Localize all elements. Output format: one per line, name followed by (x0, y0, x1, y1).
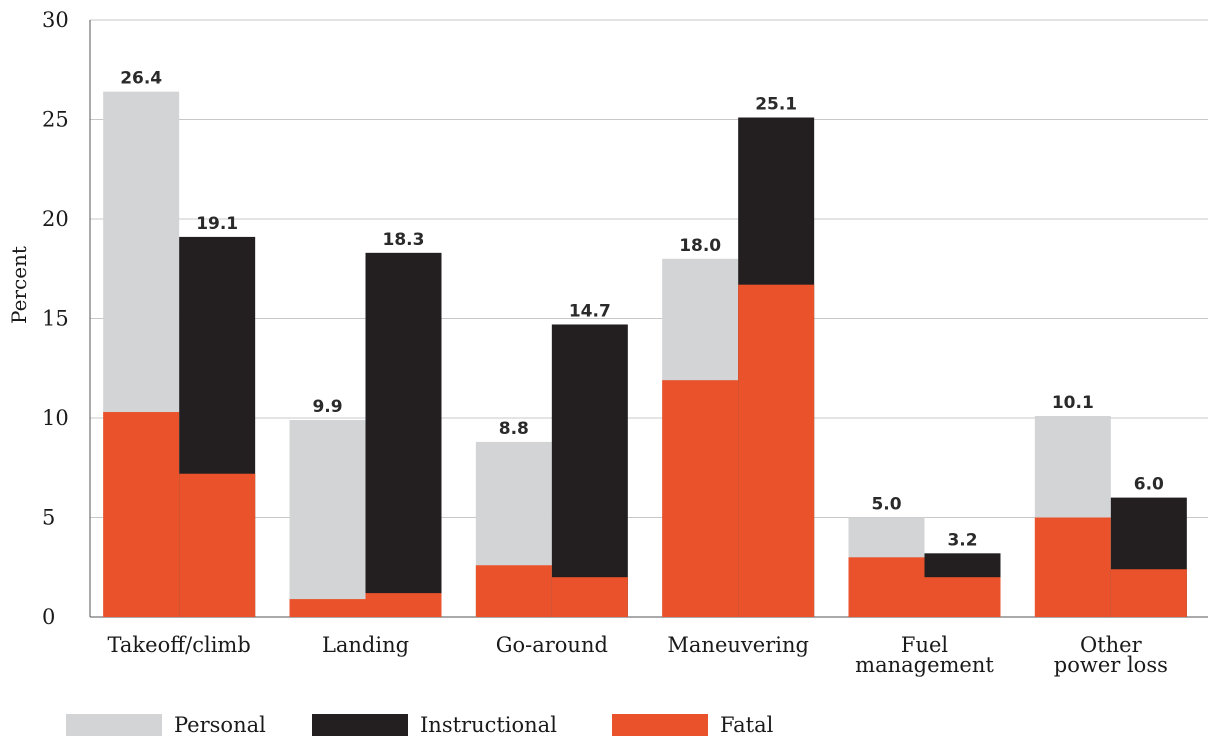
data-label: 26.4 (120, 69, 162, 89)
data-label: 6.0 (1134, 475, 1164, 495)
bar-fatal-personal (289, 599, 366, 617)
legend-label-personal: Personal (174, 713, 266, 736)
legend-swatch-instructional (312, 714, 408, 736)
category-label: Maneuvering (667, 633, 809, 657)
data-label: 19.1 (196, 214, 238, 234)
data-label: 10.1 (1052, 393, 1094, 413)
data-labels: 26.4 19.1 9.9 18.3 8.8 14.7 18.0 25.1 5.0 3.2 10.1… (120, 69, 1164, 551)
bar-fatal-instructional (738, 284, 815, 617)
data-label: 18.0 (679, 236, 721, 256)
category-label: Go-around (496, 633, 608, 657)
y-tick-label: 20 (42, 207, 69, 231)
bars (103, 91, 1187, 617)
category-label: Takeoff/climb (108, 633, 251, 657)
legend-label-instructional: Instructional (420, 713, 557, 736)
y-tick-label: 10 (42, 406, 69, 430)
y-axis-ticks: 0 5 10 15 20 25 30 (42, 8, 69, 629)
bar-personal (289, 419, 366, 617)
bar-instructional (551, 324, 628, 617)
gridlines (89, 19, 1208, 618)
data-label: 5.0 (871, 495, 901, 515)
bar-fatal-instructional (179, 473, 256, 617)
data-label: 9.9 (312, 397, 342, 417)
bar-fatal-personal (662, 380, 739, 617)
data-label: 8.8 (499, 419, 529, 439)
y-tick-label: 0 (42, 605, 55, 629)
x-axis-categories: Takeoff/climb Landing Go-around Maneuvering… (108, 633, 1168, 677)
category-label: Fuel management (855, 633, 994, 677)
bar-fatal-personal (1034, 517, 1111, 617)
data-label: 25.1 (755, 95, 797, 115)
data-label: 3.2 (947, 530, 977, 550)
bar-fatal-instructional (551, 577, 628, 617)
legend: Personal Instructional Fatal (66, 713, 774, 736)
legend-swatch-personal (66, 714, 162, 736)
y-tick-label: 15 (42, 307, 69, 331)
y-tick-label: 30 (42, 8, 69, 32)
bar-fatal-instructional (1110, 569, 1187, 617)
y-tick-label: 25 (42, 108, 69, 132)
bar-instructional (365, 252, 442, 617)
category-label: Other power loss (1054, 633, 1168, 677)
legend-label-fatal: Fatal (720, 713, 774, 736)
bar-fatal-personal (103, 412, 180, 617)
category-label: Landing (322, 633, 409, 657)
y-tick-label: 5 (42, 506, 55, 530)
legend-swatch-fatal (612, 714, 708, 736)
bar-fatal-personal (848, 557, 925, 617)
bar-fatal-personal (475, 565, 552, 617)
data-label: 18.3 (383, 230, 425, 250)
bar-fatal-instructional (924, 577, 1001, 617)
bar-fatal-instructional (365, 593, 442, 617)
data-label: 14.7 (569, 301, 611, 321)
y-axis-label: Percent (7, 246, 31, 324)
